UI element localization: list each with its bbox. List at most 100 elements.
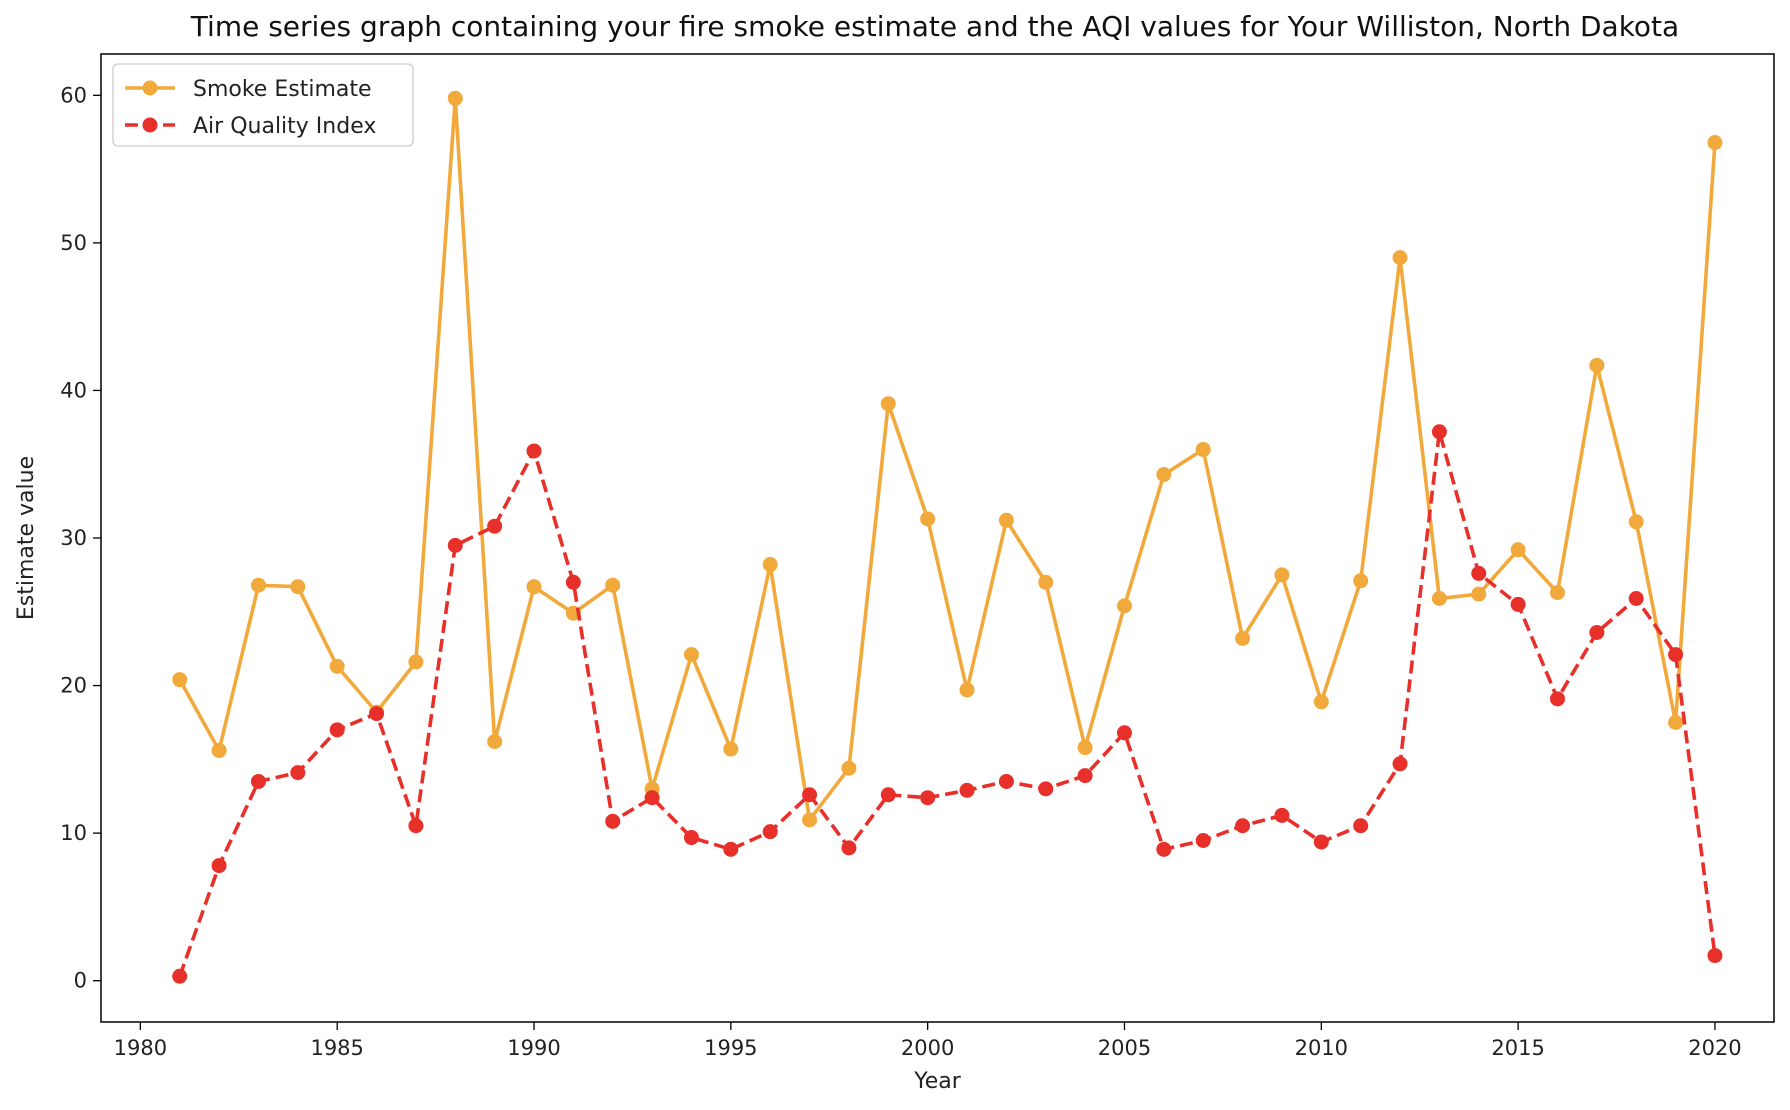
data-point	[526, 443, 542, 459]
data-point	[408, 818, 424, 834]
data-point	[1707, 948, 1723, 964]
x-tick-label: 2020	[1688, 1036, 1741, 1060]
data-point	[1195, 833, 1211, 848]
data-point	[1116, 725, 1132, 741]
series-smoke-estimate	[172, 90, 1723, 828]
series-line	[178, 429, 1717, 977]
data-point	[683, 830, 699, 846]
data-point	[250, 773, 266, 789]
series-line	[178, 96, 1717, 822]
data-point	[1274, 807, 1290, 823]
data-point	[1707, 135, 1723, 151]
legend-label: Smoke Estimate	[193, 77, 372, 102]
x-tick-label: 2015	[1491, 1036, 1544, 1060]
data-point	[762, 557, 778, 573]
series-air-quality-index	[172, 424, 1723, 984]
data-point	[172, 968, 188, 984]
x-tick-label: 1985	[310, 1036, 363, 1060]
data-point	[1235, 818, 1251, 834]
data-point	[762, 824, 778, 840]
legend-marker	[142, 117, 158, 133]
data-point	[880, 787, 896, 803]
data-point	[920, 511, 936, 527]
data-point	[1038, 781, 1054, 797]
legend-item: Air Quality Index	[125, 114, 376, 139]
x-tick-label: 2005	[1098, 1036, 1151, 1060]
data-point	[1549, 585, 1565, 601]
data-point	[1510, 596, 1526, 612]
data-point	[447, 537, 463, 553]
data-point	[1471, 565, 1487, 581]
data-point	[605, 813, 621, 829]
y-axis-title: Estimate value	[14, 456, 39, 620]
data-point	[841, 840, 857, 856]
x-tick-label: 2000	[901, 1036, 954, 1060]
legend-box	[112, 63, 414, 147]
y-tick-label: 0	[74, 969, 87, 993]
data-point	[1038, 574, 1054, 590]
data-point	[802, 787, 818, 803]
data-point	[1195, 441, 1211, 457]
data-point	[644, 790, 660, 806]
x-tick-label: 2010	[1295, 1036, 1348, 1060]
data-point	[369, 706, 385, 722]
data-point	[1431, 424, 1447, 440]
legend: Smoke Estimate Air Quality Index	[112, 63, 414, 147]
legend-marker	[142, 80, 158, 96]
y-axis-ticks: 0 10 20 30 40 50 60	[60, 83, 101, 993]
y-tick-label: 20	[60, 674, 87, 698]
y-tick-label: 10	[60, 821, 87, 845]
data-point	[290, 765, 306, 781]
data-point	[1628, 514, 1644, 530]
data-point	[1510, 542, 1526, 558]
data-point	[1353, 573, 1369, 589]
data-point	[1589, 624, 1605, 640]
data-point	[1589, 357, 1605, 373]
data-point	[802, 812, 818, 828]
data-point	[959, 782, 975, 798]
data-point	[1668, 714, 1684, 730]
data-point	[959, 682, 975, 698]
data-point	[723, 741, 739, 757]
data-point	[1235, 630, 1251, 646]
y-tick-label: 50	[60, 231, 87, 255]
data-point	[1549, 691, 1565, 707]
data-point	[1156, 841, 1172, 857]
data-point	[1116, 598, 1132, 614]
x-axis-ticks: 1980 1985 1990 1995 2000 2005 2010 2015 2020	[114, 1022, 1742, 1060]
data-point	[998, 773, 1014, 789]
x-tick-label: 1980	[114, 1036, 167, 1060]
data-point	[841, 760, 857, 776]
data-point	[487, 734, 503, 750]
data-point	[565, 574, 581, 590]
data-point	[1313, 694, 1329, 710]
data-point	[487, 518, 503, 534]
data-point	[447, 90, 463, 106]
chart-title: Time series graph containing your fire s…	[190, 10, 1679, 43]
data-point	[211, 742, 227, 758]
data-point	[880, 396, 896, 412]
data-point	[329, 658, 345, 674]
data-point	[683, 647, 699, 663]
y-tick-label: 60	[60, 83, 87, 107]
data-point	[723, 841, 739, 857]
x-tick-label: 1995	[704, 1036, 757, 1060]
data-point	[1628, 591, 1644, 606]
plot-frame	[100, 53, 1775, 1023]
data-point	[1353, 818, 1369, 834]
data-point	[526, 579, 542, 595]
data-point	[250, 577, 266, 593]
x-tick-label: 1990	[507, 1036, 560, 1060]
legend-item: Smoke Estimate	[125, 77, 372, 102]
data-point	[329, 722, 345, 738]
data-point	[1668, 647, 1684, 663]
data-point	[1077, 768, 1093, 784]
data-point	[1156, 467, 1172, 483]
data-point	[605, 577, 621, 593]
data-point	[920, 790, 936, 806]
y-tick-label: 40	[60, 378, 87, 402]
series-layer	[172, 90, 1723, 984]
x-axis-title: Year	[913, 1069, 962, 1094]
